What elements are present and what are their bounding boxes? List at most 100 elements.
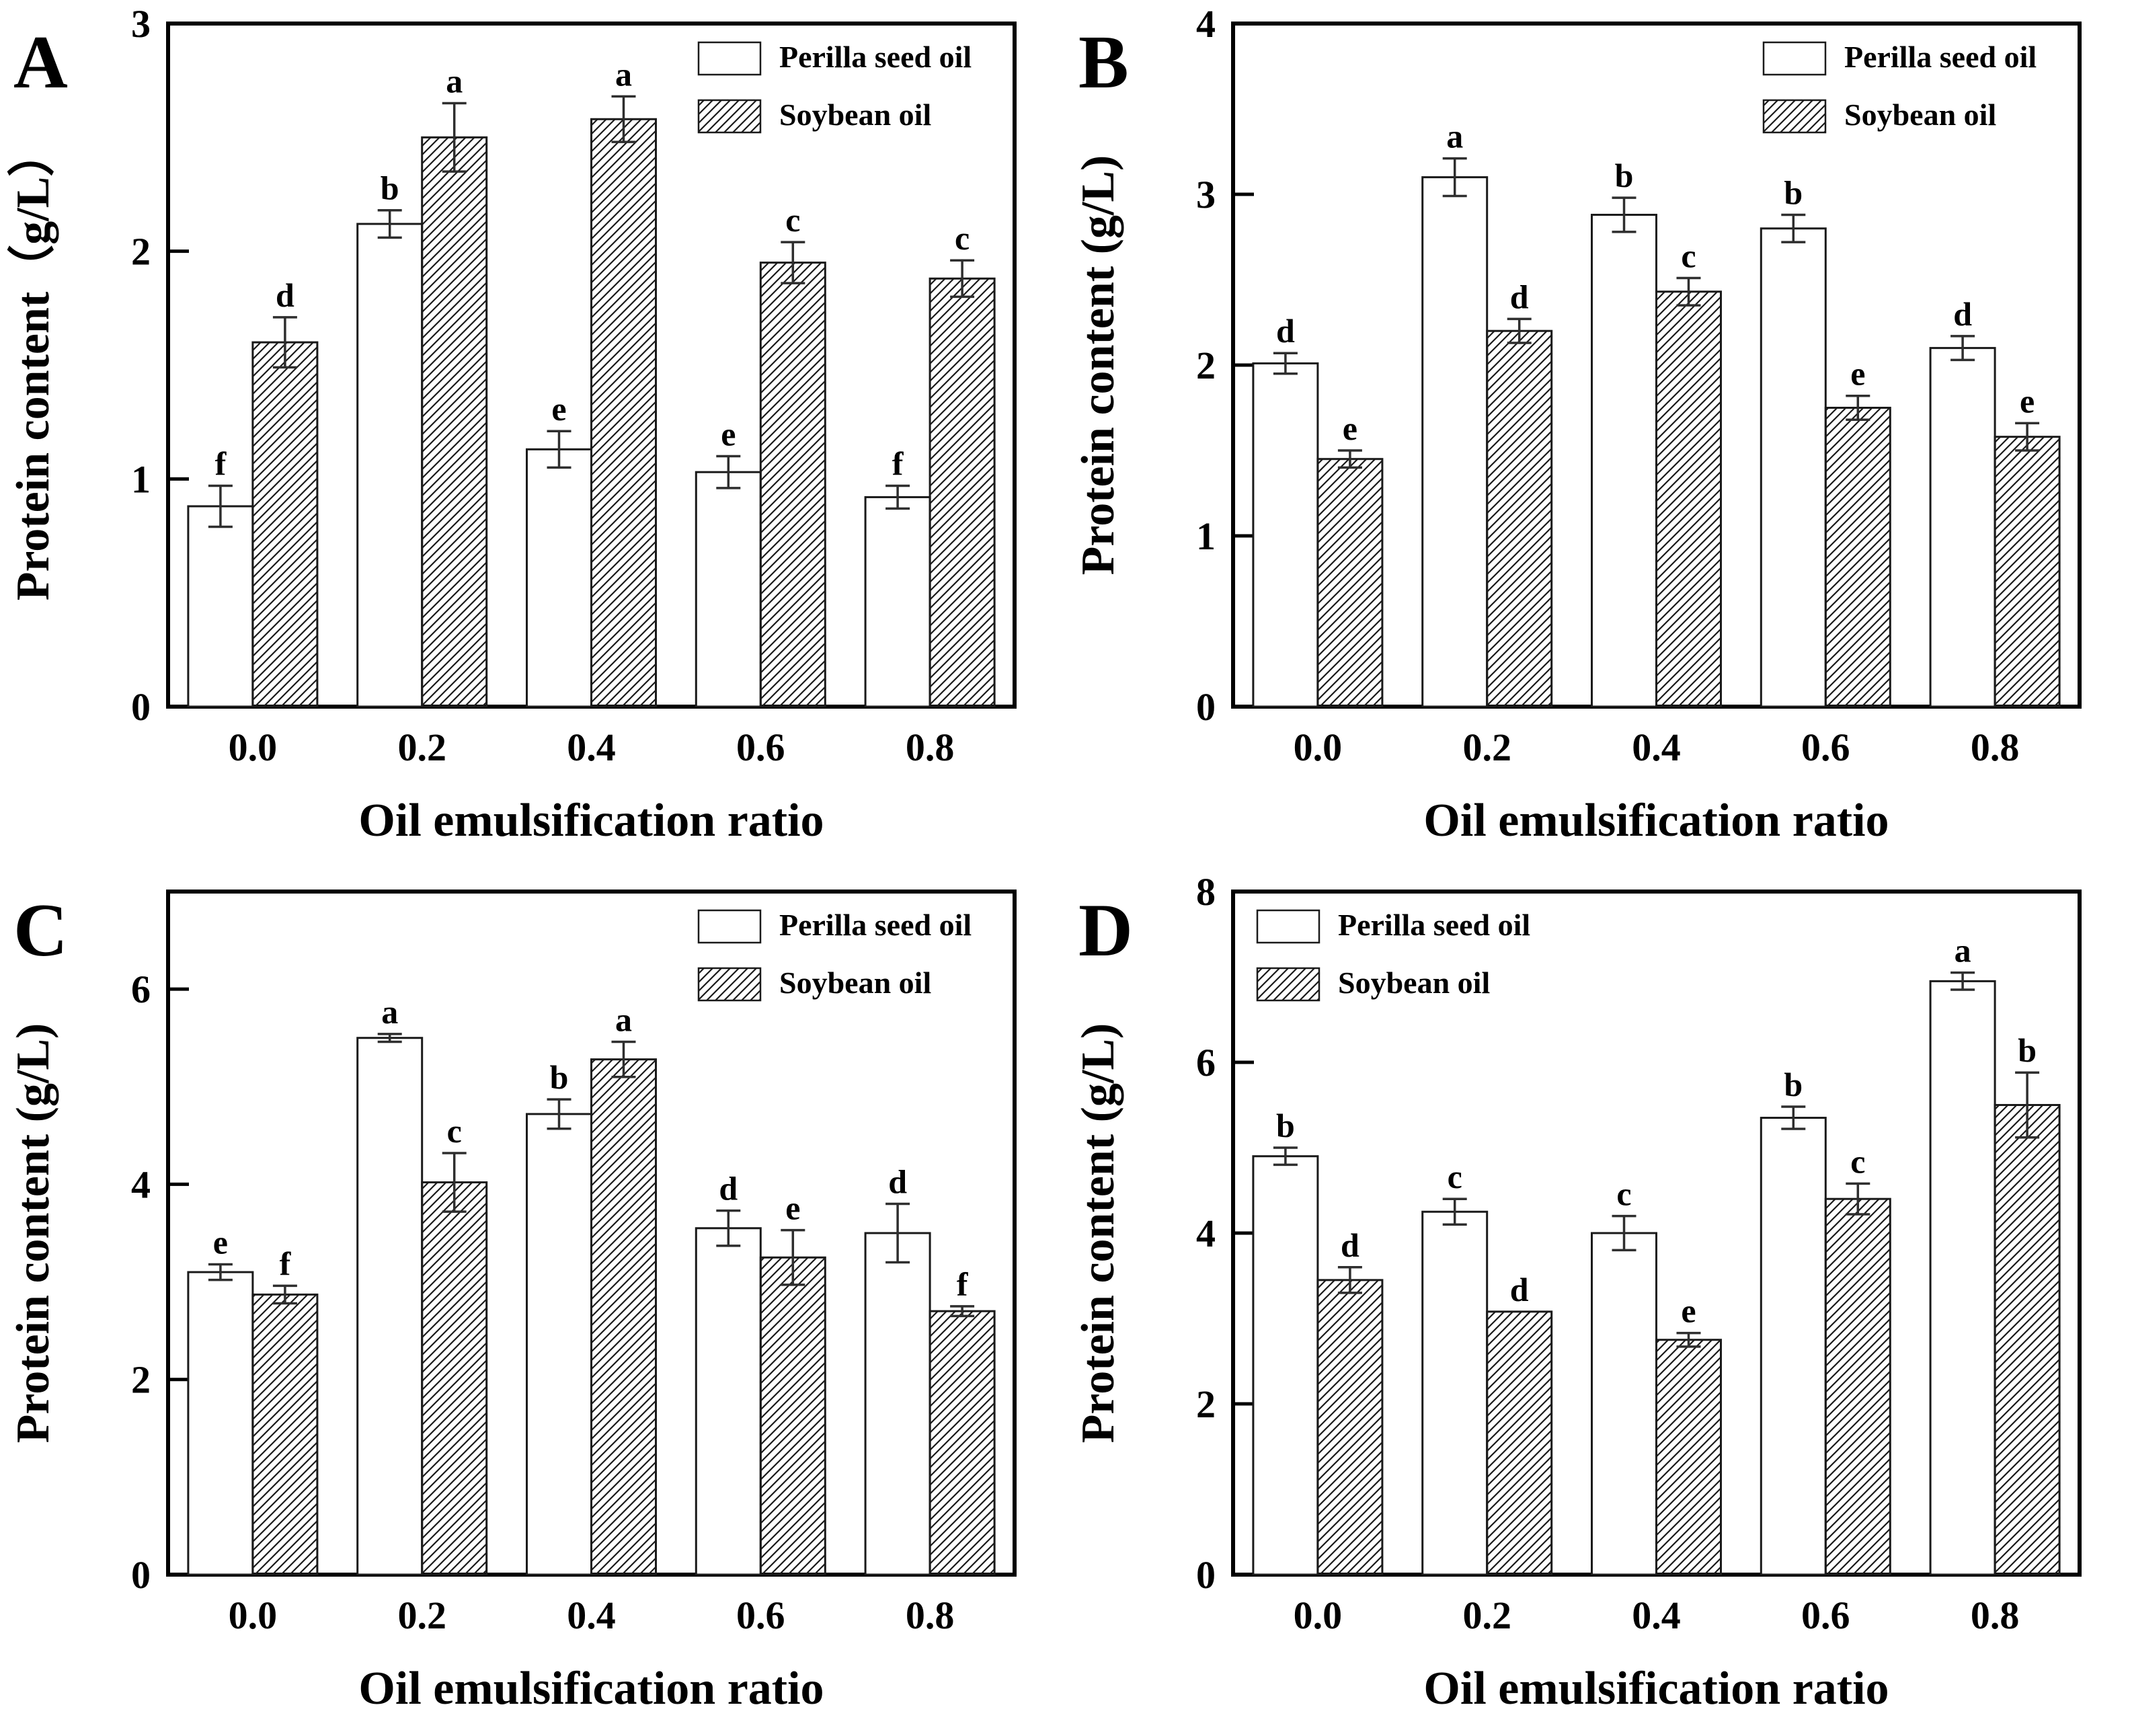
x-tick-label: 0.8 [906,1593,955,1637]
bar-perilla-0.4 [1591,213,1657,708]
significance-letter: b [1615,157,1634,194]
y-tick-label: 1 [131,457,151,501]
bar-soybean-0.4 [1655,1339,1722,1576]
significance-letter: f [280,1245,292,1282]
significance-letter: c [785,201,800,239]
x-tick-label: 0.2 [1462,1593,1511,1637]
x-tick-label: 0.2 [1462,725,1511,769]
bar-perilla-0.6 [1760,227,1827,708]
chart-panel-b: 0 1 2 3 4 d a b b d e d c e e 0.0 0.2 0.4 0.6 0.8 Perilla se… [1065,0,2130,868]
bar-soybean-0.6 [1824,407,1891,708]
significance-letter: d [1510,1271,1529,1308]
x-tick-label: 0.0 [229,725,278,769]
panel-c: 0 2 4 6 e a b d d f c a e f 0.0 0.2 0.4 0.6 0.8 Perilla see… [0,868,1065,1736]
legend-swatch-perilla [1256,909,1320,944]
y-tick-label: 6 [1196,1041,1216,1084]
y-tick-label: 0 [131,685,151,729]
y-axis-title: Protein content (g/L) [1072,1023,1124,1444]
bar-soybean-0.4 [1655,290,1722,708]
legend-label: Soybean oil [1338,965,1490,1000]
bar-soybean-0.6 [1824,1197,1891,1576]
bar-perilla-0.4 [526,1113,592,1576]
legend-label: Soybean oil [1844,97,1996,132]
x-tick-label: 0.6 [736,725,785,769]
y-axis-title: Protein content (g/L) [7,1023,59,1444]
significance-letter: a [615,1001,632,1039]
significance-letter: d [1341,1226,1359,1264]
legend-label: Soybean oil [779,97,931,132]
significance-letter: d [1953,295,1972,333]
significance-letter: e [1681,1292,1696,1330]
bar-soybean-0.0 [251,341,319,708]
legend-label: Perilla seed oil [1338,908,1530,942]
legend-swatch-soybean [697,99,762,134]
x-tick-label: 0.6 [1801,725,1850,769]
significance-letter: b [550,1058,569,1096]
significance-letter: e [785,1189,800,1227]
panel-letter: B [1078,21,1129,104]
significance-letter: f [892,444,904,482]
y-tick-label: 6 [131,968,151,1011]
x-axis-title: Oil emulsification ratio [358,1663,824,1714]
y-tick-label: 0 [131,1553,151,1597]
bar-soybean-0.0 [1316,458,1384,708]
significance-letter: f [957,1265,969,1303]
x-tick-label: 0.8 [1971,725,2020,769]
legend-swatch-perilla [697,41,762,76]
bar-perilla-0.4 [526,448,592,708]
significance-letter: c [1448,1158,1462,1195]
significance-letter: d [719,1170,738,1208]
legend-label: Perilla seed oil [779,908,972,942]
legend-swatch-perilla [697,909,762,944]
legend-swatch-perilla [1762,41,1827,76]
bar-soybean-0.2 [1486,329,1553,708]
x-tick-label: 0.4 [1632,725,1681,769]
significance-letter: b [1784,1066,1803,1103]
bar-soybean-0.0 [1316,1279,1384,1576]
bar-perilla-0.0 [1252,362,1319,708]
significance-letter: e [551,390,566,428]
bar-soybean-0.8 [1994,436,2061,708]
bar-soybean-0.2 [421,1181,488,1576]
bar-soybean-0.8 [929,1310,996,1576]
significance-letter: a [446,63,463,100]
y-tick-label: 1 [1196,514,1216,558]
significance-letter: c [1616,1175,1631,1213]
y-tick-label: 2 [131,1358,151,1402]
y-tick-label: 2 [131,230,151,274]
significance-letter: a [1446,118,1463,155]
y-tick-label: 0 [1196,685,1216,729]
significance-letter: b [1784,173,1803,211]
x-tick-label: 0.4 [567,1593,616,1637]
bar-soybean-0.4 [590,1058,657,1576]
legend-swatch-soybean [697,967,762,1002]
bar-perilla-0.2 [1421,176,1489,708]
bar-perilla-0.6 [695,1227,762,1576]
bar-soybean-0.4 [590,118,657,708]
y-tick-label: 2 [1196,1382,1216,1426]
legend-swatch-soybean [1256,967,1320,1002]
bar-soybean-0.8 [929,277,996,708]
x-axis-title: Oil emulsification ratio [1423,1663,1889,1714]
bar-soybean-0.2 [1486,1310,1553,1576]
x-tick-label: 0.0 [1294,1593,1343,1637]
significance-letter: c [1681,237,1696,274]
significance-letter: d [1276,312,1295,350]
x-tick-label: 0.8 [1971,1593,2020,1637]
x-axis-title: Oil emulsification ratio [358,795,824,846]
significance-letter: b [1276,1107,1295,1144]
bar-soybean-0.6 [759,1256,826,1576]
bar-perilla-0.2 [1421,1210,1489,1576]
chart-panel-d: 0 2 4 6 8 b c c b a d d e c b 0.0 0.2 0.4 0.6 0.8 Perilla se… [1065,868,2130,1736]
y-axis-title: Protein content（g/L） [7,130,59,601]
significance-letter: e [213,1223,228,1261]
legend-swatch-soybean [1762,99,1827,134]
x-tick-label: 0.0 [1294,725,1343,769]
y-tick-label: 4 [1196,2,1216,46]
bar-perilla-0.8 [864,496,931,708]
bar-perilla-0.0 [187,505,254,708]
y-tick-label: 8 [1196,870,1216,914]
significance-letter: a [1955,932,1971,970]
significance-letter: b [381,169,399,207]
chart-panel-a: 0 1 2 3 f b e e f d a a c c 0.0 0.2 0.4 0.6 0.8 Perilla see… [0,0,1065,868]
